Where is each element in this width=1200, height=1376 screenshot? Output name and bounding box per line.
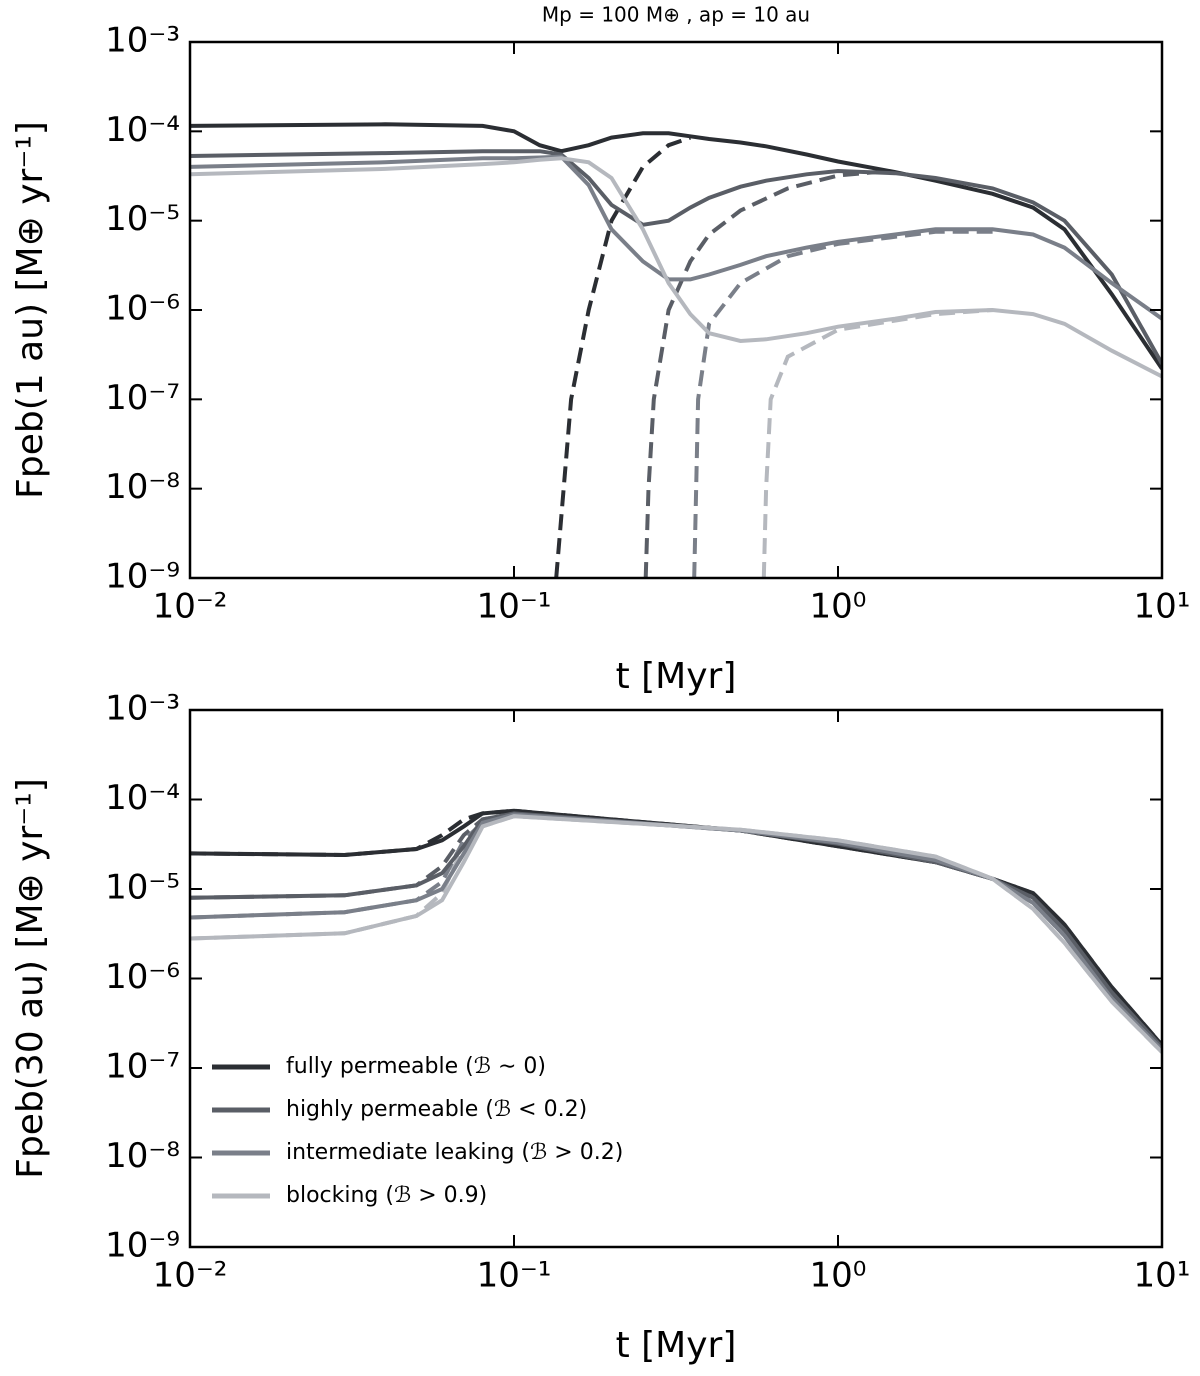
y-axis-label: Fpeb(30 au) [M⊕ yr⁻¹] xyxy=(10,778,51,1179)
x-tick-label: 10⁰ xyxy=(810,1256,867,1296)
axes-frame xyxy=(188,40,1164,580)
y-tick-label: 10⁻⁹ xyxy=(105,557,180,597)
axes-frame xyxy=(188,708,1164,1249)
series-line xyxy=(190,156,1162,379)
series-line xyxy=(190,808,1162,1047)
y-tick-label: 10⁻⁹ xyxy=(105,1226,180,1266)
chart-title: Mp = 100 M⊕ , ap = 10 au xyxy=(542,3,810,27)
dashed-line xyxy=(643,170,876,578)
y-tick-label: 10⁻³ xyxy=(105,689,180,729)
y-tick-label: 10⁻⁸ xyxy=(105,1136,180,1176)
x-axis-label: t [Myr] xyxy=(616,656,737,697)
x-tick-label: 10¹ xyxy=(1134,587,1191,627)
y-tick-label: 10⁻⁶ xyxy=(105,289,180,329)
series-line xyxy=(190,149,1162,365)
y-axis-label: Fpeb(1 au) [M⊕ yr⁻¹] xyxy=(10,121,51,499)
series-line xyxy=(190,811,1162,1049)
series-line xyxy=(190,154,1162,321)
plot-lines xyxy=(190,122,1162,578)
y-tick-label: 10⁻⁷ xyxy=(105,1047,180,1087)
y-tick-label: 10⁻⁶ xyxy=(105,957,180,997)
x-tick-label: 10⁰ xyxy=(810,587,867,627)
series-line xyxy=(190,814,1162,1054)
y-tick-label: 10⁻⁷ xyxy=(105,378,180,418)
dashed-line xyxy=(190,808,1162,1047)
x-tick-label: 10⁻¹ xyxy=(477,1256,552,1296)
x-tick-label: 10⁻¹ xyxy=(477,587,552,627)
legend-label: fully permeable (ℬ ∼ 0) xyxy=(286,1054,546,1079)
dashed-line xyxy=(761,308,993,578)
plot-lines xyxy=(190,808,1162,1054)
dashed-line xyxy=(190,811,1162,1049)
y-tick-label: 10⁻⁵ xyxy=(105,868,180,908)
y-tick-label: 10⁻³ xyxy=(105,21,180,61)
series-line xyxy=(190,122,1162,370)
x-axis-label: t [Myr] xyxy=(616,1325,737,1366)
x-tick-label: 10¹ xyxy=(1134,1256,1191,1296)
dashed-line xyxy=(692,229,993,578)
legend-label: intermediate leaking (ℬ > 0.2) xyxy=(286,1140,623,1165)
legend-label: blocking (ℬ > 0.9) xyxy=(286,1183,487,1208)
legend-label: highly permeable (ℬ < 0.2) xyxy=(286,1097,587,1122)
y-tick-label: 10⁻⁴ xyxy=(105,778,180,818)
dashed-line xyxy=(554,135,691,578)
y-tick-label: 10⁻⁴ xyxy=(105,110,180,150)
y-tick-label: 10⁻⁸ xyxy=(105,467,180,507)
x-tick-label: 10⁻² xyxy=(153,587,228,627)
x-tick-label: 10⁻² xyxy=(153,1256,228,1296)
y-tick-label: 10⁻⁵ xyxy=(105,199,180,239)
